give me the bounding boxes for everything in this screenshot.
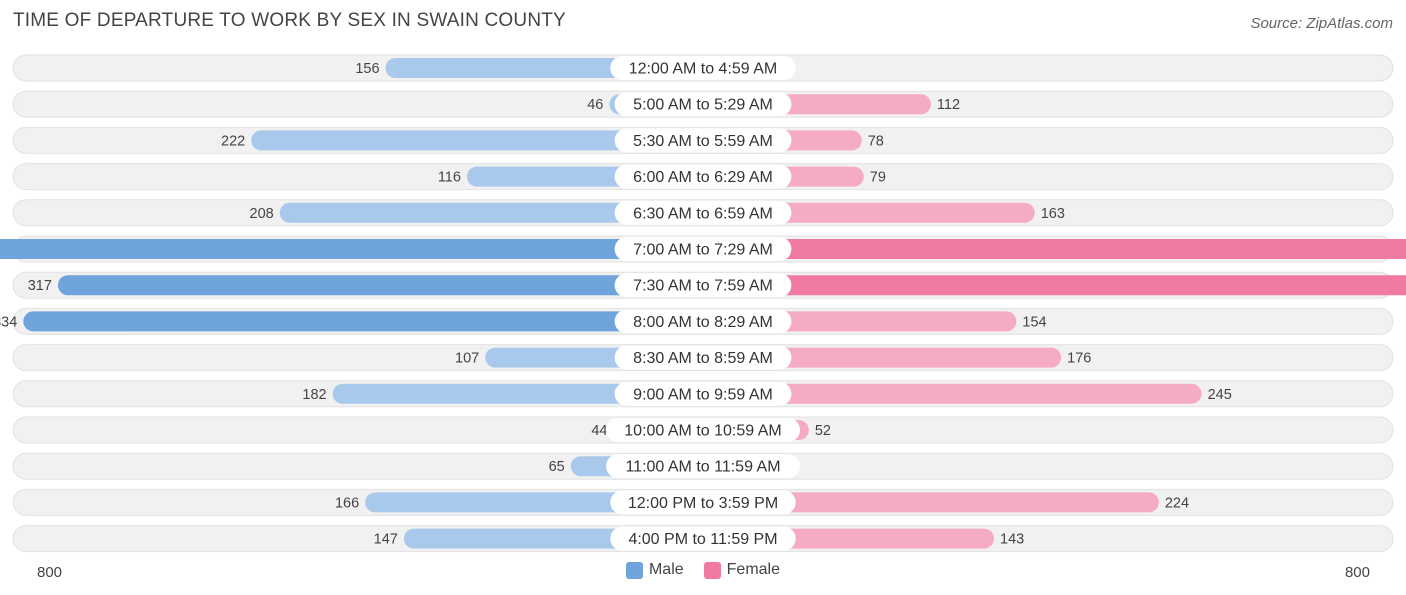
value-label-male: 46 [587,97,603,113]
value-label-female: 52 [815,423,831,439]
value-label-female: 143 [1000,532,1024,548]
value-label-female: 245 [1208,387,1232,403]
value-label-male: 107 [455,351,479,367]
category-label: 7:30 AM to 7:59 AM [633,278,773,295]
bar-female [703,383,1202,404]
category-pill [606,454,800,479]
category-pill [614,345,792,370]
bar-female [703,239,1406,259]
value-label-male: 156 [355,61,379,77]
value-label-male: 116 [438,170,461,186]
bar-male [279,202,703,223]
category-label: 12:00 PM to 3:59 PM [628,495,778,512]
category-label: 8:30 AM to 8:59 AM [633,350,773,367]
category-label: 8:00 AM to 8:29 AM [633,314,773,331]
legend-item-male: Male [625,561,684,579]
value-label-female: 163 [1041,206,1065,222]
value-label-male: 65 [549,459,565,475]
value-label-female: 79 [870,170,886,186]
value-label-female: 176 [1067,351,1091,367]
category-pill [614,164,792,189]
bar-male [332,383,703,404]
axis-label-left: 800 [37,564,62,581]
category-pill [614,273,792,298]
value-label-male: 334 [0,314,17,330]
value-label-male: 222 [221,133,245,149]
value-label-male: 147 [374,532,398,548]
category-label: 10:00 AM to 10:59 AM [624,423,781,440]
category-pill [610,490,796,515]
legend-swatch-female [703,561,721,579]
category-label: 6:00 AM to 6:29 AM [633,169,773,186]
category-label: 12:00 AM to 4:59 AM [629,61,778,78]
axis-label-right: 800 [1345,564,1370,581]
category-pill [614,237,792,261]
source-credit: Source: ZipAtlas.com [1250,15,1393,32]
bar-female [703,492,1159,513]
legend: Male Female [0,561,1406,579]
category-pill [610,526,796,551]
legend-swatch-male [625,561,643,579]
category-pill [614,92,792,117]
chart-title: TIME OF DEPARTURE TO WORK BY SEX IN SWAI… [13,10,566,31]
value-label-male: 166 [335,495,359,511]
category-label: 5:30 AM to 5:59 AM [633,133,773,150]
category-label: 9:00 AM to 9:59 AM [633,386,773,403]
category-pill [606,418,800,442]
category-pill [614,381,792,406]
legend-item-female: Female [703,561,781,579]
category-pill [614,309,792,334]
bar-female [703,275,1406,296]
value-label-male: 44 [591,423,607,439]
value-label-male: 182 [302,387,326,403]
category-pill [610,56,796,80]
bar-female [703,347,1062,368]
bar-male [251,130,704,151]
bar-male [57,275,703,296]
value-label-female: 78 [868,133,884,149]
value-label-female: 112 [937,97,960,113]
bar-male [0,239,703,259]
value-label-male: 208 [250,206,274,222]
value-label-female: 154 [1022,314,1046,330]
category-label: 6:30 AM to 6:59 AM [633,205,773,222]
category-label: 5:00 AM to 5:29 AM [633,97,773,114]
category-label: 11:00 AM to 11:59 AM [625,459,780,476]
value-label-female: 224 [1165,495,1189,511]
legend-label-female: Female [726,561,781,578]
category-label: 4:00 PM to 11:59 PM [628,531,777,548]
legend-label-male: Male [648,561,684,578]
category-pill [614,128,792,153]
bar-male [23,311,704,332]
category-label: 7:00 AM to 7:29 AM [633,242,773,259]
category-pill [614,200,792,225]
value-label-male: 317 [28,278,52,294]
